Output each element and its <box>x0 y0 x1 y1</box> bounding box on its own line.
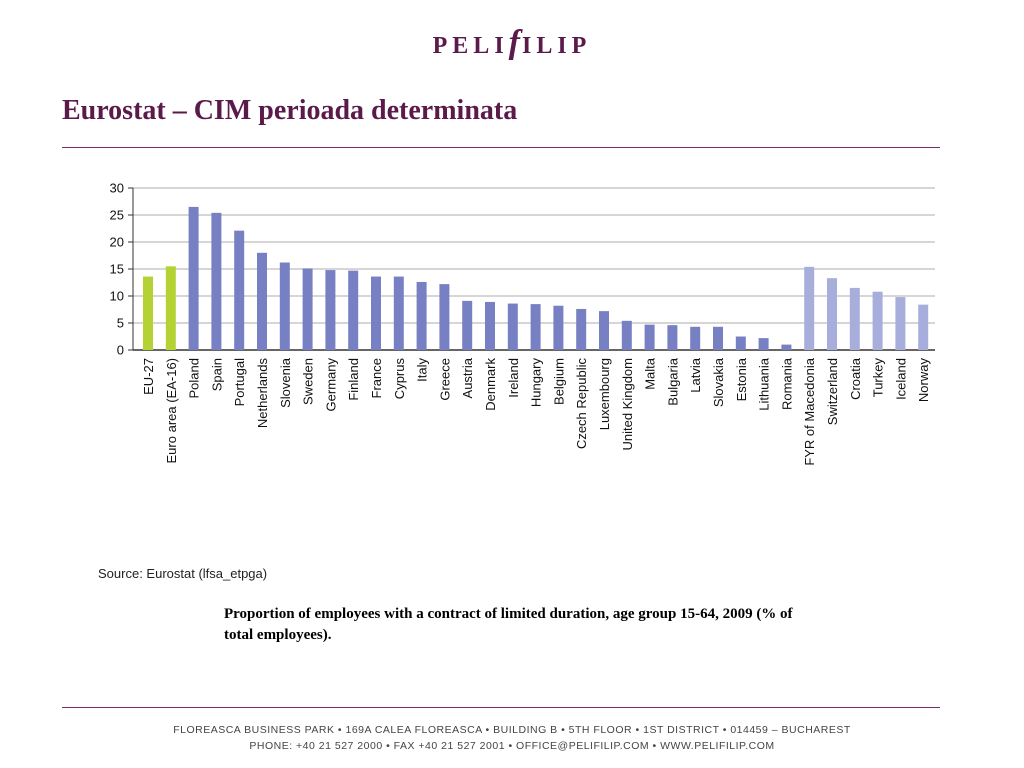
y-tick-label-30: 30 <box>110 181 124 196</box>
x-label-finland: Finland <box>346 358 361 401</box>
bar-slovakia <box>713 326 723 350</box>
bar-finland <box>348 270 359 350</box>
chart-bars <box>143 206 929 350</box>
x-label-latvia: Latvia <box>688 357 703 392</box>
bar-lithuania <box>758 338 769 350</box>
bar-germany <box>325 270 336 350</box>
bar-luxembourg <box>599 311 609 350</box>
bar-chart: 0 5 10 15 20 25 30 EU-27 Euro area (EA-16) Polan… <box>110 181 935 466</box>
chart-y-axis: 0 5 10 15 20 25 30 <box>110 181 134 358</box>
chart-x-axis: EU-27 Euro area (EA-16) Poland Spain Portuga… <box>141 357 931 465</box>
x-label-eu-27: EU-27 <box>141 358 156 395</box>
company-logo: PELIfILIP <box>0 24 1024 62</box>
bar-cyprus <box>393 276 404 350</box>
bar-euro-area-ea-16- <box>165 266 176 350</box>
x-label-iceland: Iceland <box>893 358 908 400</box>
y-tick-label-5: 5 <box>117 316 124 331</box>
bar-bulgaria <box>667 325 678 350</box>
bar-czech-republic <box>576 308 587 350</box>
bar-turkey <box>872 291 883 350</box>
x-label-czech-republic: Czech Republic <box>574 358 589 450</box>
chart-source-note: Source: Eurostat (lfsa_etpga) <box>98 566 268 581</box>
bar-denmark <box>485 301 495 350</box>
y-tick-label-10: 10 <box>110 289 124 304</box>
bar-netherlands <box>257 252 267 350</box>
y-tick-label-25: 25 <box>110 208 124 223</box>
x-label-lithuania: Lithuania <box>757 357 772 411</box>
x-label-bulgaria: Bulgaria <box>665 357 680 405</box>
logo-text-f: f <box>508 24 522 61</box>
bar-france <box>371 276 381 350</box>
bar-poland <box>188 206 199 350</box>
x-label-austria: Austria <box>460 357 475 398</box>
bar-eu-27 <box>143 276 153 350</box>
x-label-spain: Spain <box>209 358 224 391</box>
bar-italy <box>416 281 427 350</box>
x-label-ireland: Ireland <box>506 358 521 398</box>
x-label-portugal: Portugal <box>232 358 247 407</box>
slide-title: Eurostat – CIM perioada determinata <box>62 95 518 126</box>
x-label-luxembourg: Luxembourg <box>597 358 612 430</box>
x-label-germany: Germany <box>323 358 338 412</box>
x-label-hungary: Hungary <box>529 358 544 408</box>
logo-text-part1: PELI <box>432 33 509 59</box>
bar-estonia <box>735 336 746 350</box>
footer-address: FLOREASCA BUSINESS PARK • 169A CALEA FLO… <box>173 724 851 736</box>
x-label-euro-area-ea-16-: Euro area (EA-16) <box>164 358 179 464</box>
x-label-estonia: Estonia <box>734 357 749 401</box>
bar-hungary <box>530 304 541 350</box>
bar-latvia <box>690 326 701 350</box>
x-label-norway: Norway <box>916 358 931 403</box>
bar-portugal <box>234 230 245 350</box>
x-label-france: France <box>369 358 384 398</box>
x-label-italy: Italy <box>415 358 430 382</box>
bar-belgium <box>553 305 564 350</box>
x-label-poland: Poland <box>187 358 202 398</box>
bar-malta <box>644 324 655 350</box>
footer-contact: FLOREASCA BUSINESS PARK • 169A CALEA FLO… <box>0 722 1024 754</box>
y-tick-label-0: 0 <box>117 343 124 358</box>
x-label-malta: Malta <box>643 357 658 390</box>
bar-greece <box>439 284 450 350</box>
bar-united-kingdom <box>621 320 632 350</box>
x-label-greece: Greece <box>437 358 452 401</box>
x-label-netherlands: Netherlands <box>255 358 270 429</box>
footer-phone: PHONE: +40 21 527 2000 • FAX +40 21 527 … <box>249 740 775 752</box>
bar-croatia <box>849 287 860 350</box>
x-label-fyr-of-macedonia: FYR of Macedonia <box>802 357 817 465</box>
x-label-romania: Romania <box>779 357 794 410</box>
y-tick-label-20: 20 <box>110 235 124 250</box>
x-label-united-kingdom: United Kingdom <box>620 358 635 451</box>
bar-ireland <box>507 303 518 350</box>
x-label-switzerland: Switzerland <box>825 358 840 425</box>
x-label-sweden: Sweden <box>301 358 316 405</box>
x-label-belgium: Belgium <box>551 358 566 405</box>
bar-austria <box>462 300 473 350</box>
x-label-turkey: Turkey <box>871 358 886 398</box>
footer-divider <box>62 707 940 708</box>
bar-romania <box>781 344 792 350</box>
bar-norway <box>918 304 929 350</box>
x-label-cyprus: Cyprus <box>392 358 407 400</box>
x-label-croatia: Croatia <box>848 357 863 400</box>
bar-spain <box>211 212 222 350</box>
y-tick-label-15: 15 <box>110 262 124 277</box>
x-label-slovenia: Slovenia <box>278 357 293 408</box>
title-divider <box>62 147 940 148</box>
x-label-denmark: Denmark <box>483 358 498 411</box>
x-label-slovakia: Slovakia <box>711 357 726 407</box>
chart-caption: Proportion of employees with a contract … <box>224 606 793 643</box>
bar-slovenia <box>279 262 290 350</box>
bar-switzerland <box>827 278 837 350</box>
bar-sweden <box>302 268 313 350</box>
bar-fyr-of-macedonia <box>804 266 815 350</box>
bar-iceland <box>895 297 906 350</box>
logo-text-part2: ILIP <box>521 33 592 59</box>
